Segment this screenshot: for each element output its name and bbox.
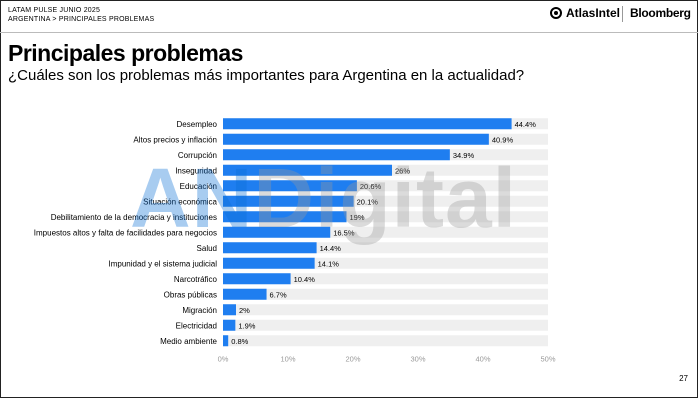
data-label: 16.5% [333, 228, 355, 237]
chart-subtitle: ¿Cuáles son los problemas más importante… [8, 67, 525, 84]
x-tick-label: 50% [540, 355, 555, 364]
category-label: Inseguridad [175, 166, 217, 175]
bar [223, 133, 489, 145]
data-label: 14.1% [318, 259, 340, 268]
bar [223, 211, 347, 223]
data-label: 44.4% [515, 120, 537, 129]
category-label: Impunidad y el sistema judicial [109, 259, 218, 268]
bar [223, 288, 267, 300]
category-label: Impuestos altos y falta de facilidades p… [34, 228, 217, 237]
bar [223, 335, 229, 347]
page-number: 27 [679, 374, 688, 383]
category-label: Situación económica [143, 197, 217, 206]
data-label: 0.8% [231, 337, 248, 346]
data-label: 14.4% [320, 244, 342, 253]
category-label: Narcotráfico [174, 275, 218, 284]
category-label: Medio ambiente [160, 337, 217, 346]
atlasintel-brand: AtlasIntel [550, 6, 620, 20]
data-label: 1.9% [238, 321, 255, 330]
category-label: Corrupción [178, 151, 217, 160]
bar [223, 257, 315, 269]
category-label: Educación [180, 182, 217, 191]
category-label: Migración [182, 306, 217, 315]
bar [223, 195, 354, 207]
bar [223, 118, 512, 130]
bar [223, 319, 236, 331]
bar [223, 164, 392, 176]
data-label: 20.1% [357, 197, 379, 206]
data-label: 19% [350, 213, 365, 222]
bar-track [223, 288, 548, 300]
data-label: 34.9% [453, 151, 475, 160]
breadcrumb: ARGENTINA > PRINCIPALES PROBLEMAS [8, 16, 155, 23]
header-divider [0, 32, 698, 33]
data-label: 40.9% [492, 135, 514, 144]
x-tick-label: 10% [280, 355, 295, 364]
x-tick-label: 40% [475, 355, 490, 364]
bar [223, 180, 357, 192]
bloomberg-brand: Bloomberg [630, 6, 691, 20]
data-label: 26% [395, 166, 410, 175]
atlasintel-label: AtlasIntel [566, 6, 621, 20]
bar [223, 226, 331, 238]
x-tick-label: 20% [345, 355, 360, 364]
category-label: Debilitamiento de la democracia y instit… [51, 213, 217, 222]
bar [223, 304, 236, 316]
bar-track [223, 319, 548, 331]
data-label: 20.6% [360, 182, 382, 191]
bar-track [223, 226, 548, 238]
chart-title: Principales problemas [8, 40, 243, 66]
category-label: Salud [197, 244, 217, 253]
category-label: Desempleo [177, 120, 218, 129]
bar-track [223, 304, 548, 316]
x-tick-label: 0% [218, 355, 229, 364]
category-label: Obras públicas [164, 290, 217, 299]
bloomberg-label: Bloomberg [630, 6, 691, 20]
category-label: Altos precios y inflación [133, 135, 217, 144]
bar-track [223, 180, 548, 192]
atlasintel-logo-icon [550, 7, 562, 19]
brand-divider [622, 6, 623, 22]
bar-track [223, 335, 548, 347]
report-header: LATAM PULSE JUNIO 2025 ARGENTINA > PRINC… [8, 6, 154, 24]
bar-track [223, 195, 548, 207]
bar-track [223, 273, 548, 285]
report-title: LATAM PULSE JUNIO 2025 [8, 7, 101, 14]
bar [223, 149, 450, 161]
category-label: Electricidad [176, 321, 217, 330]
bar-track [223, 257, 548, 269]
bar-track [223, 242, 548, 254]
x-tick-label: 30% [410, 355, 425, 364]
bar [223, 242, 317, 254]
data-label: 6.7% [270, 290, 287, 299]
data-label: 2% [239, 306, 250, 315]
bar-track [223, 211, 548, 223]
bar [223, 273, 291, 285]
data-label: 10.4% [294, 275, 316, 284]
